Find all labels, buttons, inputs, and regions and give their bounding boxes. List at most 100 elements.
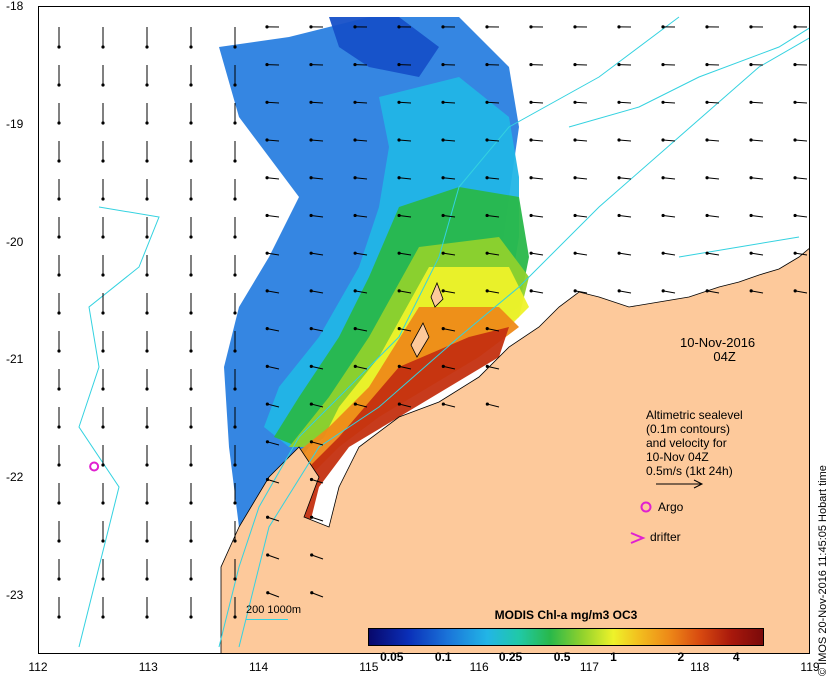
velocity-arrowhead — [233, 501, 237, 505]
time-line: 04Z — [713, 349, 736, 364]
velocity-arrow — [662, 139, 676, 142]
island — [410, 322, 430, 358]
velocity-arrow — [751, 214, 764, 218]
drifter-legend-label: drifter — [650, 530, 681, 544]
velocity-arrow — [311, 365, 324, 370]
velocity-arrowhead — [793, 213, 797, 218]
velocity-arrowhead — [705, 62, 709, 67]
velocity-arrow — [311, 328, 324, 332]
velocity-arrowhead — [145, 235, 149, 239]
velocity-arrow — [267, 403, 280, 408]
velocity-arrowhead — [441, 251, 445, 255]
velocity-arrowhead — [573, 62, 577, 67]
velocity-arrowhead — [441, 213, 445, 218]
velocity-arrow — [531, 290, 544, 294]
velocity-arrowhead — [57, 83, 61, 87]
velocity-arrow — [443, 177, 456, 180]
velocity-arrow — [442, 101, 456, 104]
velocity-arrowhead — [793, 100, 797, 104]
velocity-arrowhead — [57, 311, 61, 315]
velocity-arrowhead — [101, 425, 105, 429]
velocity-arrowhead — [573, 251, 577, 255]
velocity-arrow — [487, 290, 500, 294]
velocity-arrowhead — [145, 273, 149, 277]
velocity-arrowhead — [749, 62, 753, 67]
velocity-arrow — [399, 214, 412, 218]
velocity-arrow — [618, 101, 632, 104]
velocity-arrow — [486, 139, 500, 142]
velocity-arrow — [487, 365, 500, 370]
velocity-arrow — [398, 101, 412, 104]
velocity-arrowhead — [705, 138, 709, 142]
velocity-arrowhead — [617, 251, 621, 255]
velocity-arrowhead — [617, 138, 621, 142]
argo-legend-icon — [640, 501, 652, 513]
velocity-arrow — [751, 290, 764, 294]
velocity-arrowhead — [353, 138, 357, 142]
velocity-arrowhead — [705, 176, 709, 180]
y-tick-label: -21 — [6, 352, 24, 367]
velocity-arrowhead — [233, 121, 237, 125]
velocity-arrowhead — [485, 25, 489, 29]
velocity-arrowhead — [57, 577, 61, 581]
velocity-arrowhead — [145, 425, 149, 429]
velocity-arrowhead — [233, 83, 237, 87]
credit-text: © IMOS 20-Nov-2016 11:45:05 Hobart time — [817, 465, 829, 676]
velocity-arrowhead — [353, 364, 357, 368]
velocity-arrowhead — [661, 176, 665, 180]
land-mass — [220, 248, 809, 653]
velocity-arrowhead — [101, 387, 105, 391]
velocity-arrow — [399, 252, 412, 256]
velocity-arrowhead — [617, 213, 621, 218]
velocity-arrowhead — [749, 138, 753, 142]
velocity-arrowhead — [573, 176, 577, 180]
velocity-arrow — [794, 139, 808, 142]
velocity-arrowhead — [397, 327, 401, 331]
date-line: 10-Nov-2016 — [680, 335, 756, 350]
velocity-arrowhead — [441, 176, 445, 180]
velocity-arrowhead — [145, 83, 149, 87]
velocity-arrowhead — [661, 251, 665, 255]
velocity-arrowhead — [309, 100, 313, 104]
velocity-arrowhead — [309, 440, 314, 444]
drifter-legend-icon — [630, 532, 646, 544]
velocity-arrowhead — [441, 327, 445, 331]
velocity-arrowhead — [441, 62, 445, 67]
colorbar-tick-label: 0.1 — [434, 650, 452, 664]
velocity-arrow — [795, 214, 808, 218]
velocity-arrow — [795, 177, 808, 180]
velocity-arrowhead — [793, 62, 797, 67]
velocity-arrowhead — [397, 100, 401, 104]
velocity-arrowhead — [233, 615, 237, 619]
velocity-arrowhead — [189, 387, 193, 391]
velocity-arrowhead — [189, 463, 193, 467]
velocity-arrowhead — [309, 364, 313, 368]
velocity-arrowhead — [189, 311, 193, 315]
velocity-arrow — [310, 139, 324, 142]
velocity-scale-arrow — [656, 479, 704, 489]
velocity-arrowhead — [57, 387, 61, 391]
velocity-arrow — [399, 177, 412, 180]
velocity-arrowhead — [573, 138, 577, 142]
depth-contour — [678, 236, 800, 258]
velocity-arrow — [266, 101, 280, 104]
velocity-arrow — [311, 554, 324, 560]
colorbar-gradient — [368, 628, 764, 646]
velocity-arrowhead — [309, 213, 313, 218]
velocity-arrow — [574, 139, 588, 142]
island — [430, 281, 444, 308]
velocity-arrowhead — [189, 273, 193, 277]
velocity-arrowhead — [661, 62, 665, 67]
legend-line-5: 0.5m/s (1kt 24h) — [646, 464, 733, 478]
velocity-arrowhead — [485, 213, 489, 218]
velocity-arrowhead — [397, 213, 401, 218]
velocity-arrowhead — [101, 501, 105, 505]
velocity-arrowhead — [793, 289, 797, 293]
velocity-arrowhead — [309, 515, 314, 519]
velocity-arrowhead — [529, 251, 533, 255]
velocity-arrow — [575, 252, 588, 256]
velocity-arrowhead — [189, 159, 193, 163]
velocity-arrowhead — [145, 615, 149, 619]
velocity-arrow — [354, 101, 368, 104]
velocity-arrowhead — [145, 197, 149, 201]
